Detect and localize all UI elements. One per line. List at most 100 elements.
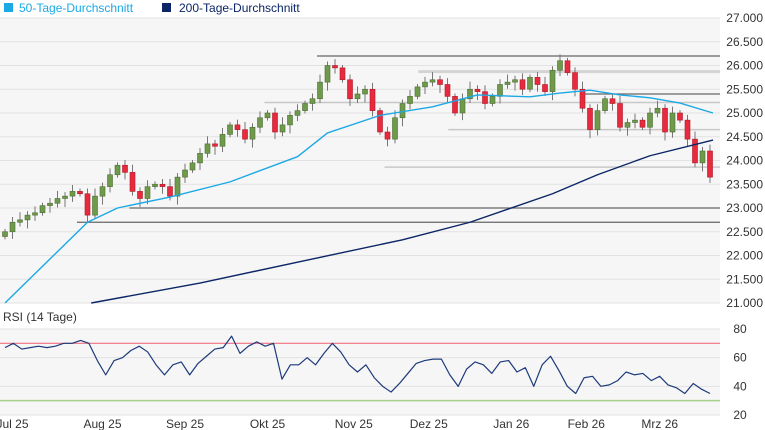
candle-up — [489, 96, 496, 104]
price-tick-label: 27.000 — [726, 11, 763, 25]
price-tick-label: 23.000 — [726, 201, 763, 215]
candle-down — [242, 129, 248, 140]
candle-up — [324, 65, 331, 83]
candle-up — [654, 107, 661, 114]
price-tick-label: 26.500 — [726, 35, 763, 49]
candle-up — [182, 169, 188, 178]
candle-up — [54, 198, 61, 204]
candle-up — [632, 119, 638, 123]
x-tick-label: Okt 25 — [250, 417, 286, 430]
rsi-gridlines — [0, 328, 720, 416]
ma50-line — [4, 89, 714, 304]
candle-up — [107, 174, 113, 187]
candle-down — [692, 138, 698, 164]
candle-down — [332, 65, 338, 69]
candle-up — [69, 191, 76, 197]
candle-up — [62, 195, 68, 199]
rsi-tick-label: 20 — [733, 408, 747, 422]
candle-up — [669, 112, 676, 133]
candles — [2, 54, 713, 240]
candle-up — [512, 79, 518, 83]
x-tick-label: Jan 26 — [493, 417, 529, 430]
candle-down — [572, 72, 578, 90]
candle-up — [362, 88, 368, 95]
candle-up — [497, 84, 503, 97]
legend-swatch-ma200 — [162, 3, 171, 12]
rsi-title: RSI (14 Tage) — [3, 310, 77, 324]
price-tick-label: 22.500 — [726, 225, 763, 239]
candle-down — [662, 107, 668, 133]
candle-up — [287, 115, 293, 126]
candle-up — [647, 112, 653, 128]
candle-down — [129, 172, 136, 192]
legend: 50-Tage-Durchschnitt 200-Tage-Durchschni… — [4, 1, 300, 15]
price-tick-label: 24.000 — [726, 154, 763, 168]
candle-down — [542, 84, 548, 92]
candle-up — [219, 134, 226, 147]
candle-up — [602, 98, 608, 111]
candle-down — [77, 191, 83, 195]
candle-up — [302, 103, 308, 111]
moving-averages — [4, 89, 714, 304]
candle-up — [504, 81, 511, 85]
candle-down — [474, 88, 481, 92]
rsi-series — [4, 335, 711, 395]
ma200-line — [91, 139, 714, 304]
candle-up — [354, 93, 361, 100]
candle-up — [294, 110, 301, 116]
candle-down — [587, 107, 593, 130]
candle-up — [189, 162, 196, 171]
candle-up — [317, 81, 323, 100]
candle-down — [212, 143, 218, 147]
candle-down — [167, 186, 173, 197]
candle-down — [369, 88, 376, 111]
candle-up — [624, 122, 631, 128]
legend-label-ma200: 200-Tage-Durchschnitt — [179, 1, 300, 15]
candle-up — [594, 110, 601, 130]
candle-down — [137, 191, 143, 199]
rsi-axis: 80 60 40 20 — [733, 322, 747, 422]
candle-down — [482, 91, 488, 104]
candle-up — [422, 81, 428, 88]
x-tick-label: Jul 25 — [0, 417, 29, 430]
legend-label-ma50: 50-Tage-Durchschnitt — [19, 1, 134, 15]
candle-up — [204, 143, 211, 154]
candle-up — [392, 117, 398, 140]
candle-up — [144, 186, 151, 199]
candle-down — [617, 103, 623, 128]
price-gridlines — [0, 17, 720, 304]
candle-down — [339, 67, 346, 81]
price-axis: 21.000 21.500 22.000 22.500 23.000 23.500 24.0… — [726, 11, 763, 310]
x-tick-label: Feb 26 — [568, 417, 606, 430]
candle-up — [24, 214, 31, 221]
candle-up — [99, 186, 106, 197]
candle-up — [2, 231, 8, 237]
rsi-line — [4, 335, 711, 395]
candle-down — [347, 79, 353, 100]
candle-up — [197, 153, 203, 164]
candle-down — [684, 119, 691, 140]
price-tick-label: 22.000 — [726, 249, 763, 263]
candle-up — [227, 124, 233, 135]
candle-up — [309, 98, 316, 104]
candle-down — [707, 150, 713, 178]
price-tick-label: 24.500 — [726, 130, 763, 144]
candle-up — [467, 88, 473, 100]
price-tick-label: 23.500 — [726, 177, 763, 191]
rsi-tick-label: 60 — [733, 351, 747, 365]
candle-up — [549, 69, 556, 92]
x-tick-label: Dez 25 — [410, 417, 448, 430]
candle-down — [384, 131, 391, 140]
price-tick-label: 26.000 — [726, 59, 763, 73]
candle-up — [279, 124, 286, 133]
candle-up — [174, 176, 181, 197]
price-tick-label: 25.500 — [726, 82, 763, 96]
candle-up — [32, 212, 38, 216]
candle-down — [437, 79, 443, 85]
candle-down — [122, 164, 128, 173]
candle-down — [444, 84, 451, 97]
candle-up — [459, 98, 466, 114]
candle-down — [677, 112, 683, 121]
candle-down — [452, 96, 458, 114]
